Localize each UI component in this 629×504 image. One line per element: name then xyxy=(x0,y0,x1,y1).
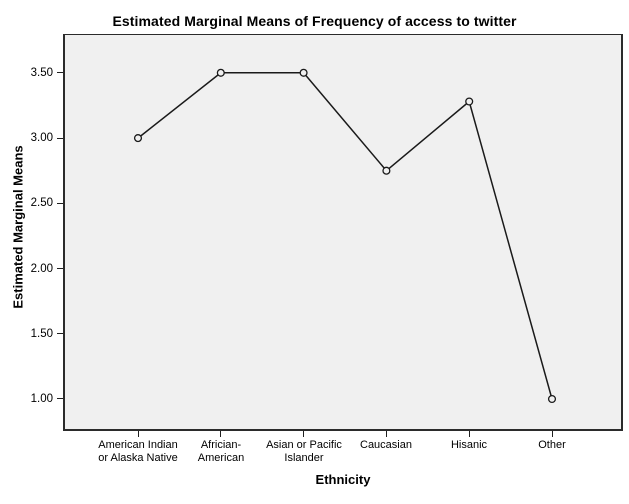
data-point-marker xyxy=(216,68,225,77)
x-tick-mark xyxy=(303,431,304,437)
data-point-marker xyxy=(547,394,557,404)
y-tick-mark xyxy=(57,398,63,399)
y-tick-label: 2.50 xyxy=(30,197,53,209)
x-tick-mark xyxy=(552,431,553,437)
y-tick-label: 3.00 xyxy=(30,132,53,144)
x-category-label: American Indian or Alaska Native xyxy=(98,439,178,464)
x-tick-mark xyxy=(469,431,470,437)
x-tick-mark xyxy=(138,431,139,437)
chart-title: Estimated Marginal Means of Frequency of… xyxy=(112,13,517,29)
x-axis-title: Ethnicity xyxy=(315,472,371,487)
y-tick-label: 3.50 xyxy=(30,67,53,79)
y-tick-label: 1.00 xyxy=(30,393,53,405)
x-category-label: Africian- American xyxy=(197,439,245,464)
x-category-label: Other xyxy=(538,439,566,451)
x-category-label: Asian or Pacific Islander xyxy=(266,439,342,464)
x-tick-mark xyxy=(220,431,221,437)
y-tick-label: 2.00 xyxy=(30,263,53,275)
y-tick-mark xyxy=(57,268,63,269)
y-tick-label: 1.50 xyxy=(30,328,53,340)
data-point-marker xyxy=(133,134,143,143)
y-tick-mark xyxy=(57,138,63,139)
plot-area xyxy=(63,34,623,431)
data-point-marker xyxy=(465,97,474,106)
y-tick-mark xyxy=(57,203,63,204)
series-svg xyxy=(133,68,557,404)
data-point-marker xyxy=(382,166,391,175)
x-tick-mark xyxy=(386,431,387,437)
y-tick-mark xyxy=(57,72,63,73)
x-category-label: Hisanic xyxy=(450,439,488,451)
y-tick-mark xyxy=(57,333,63,334)
series-line xyxy=(137,72,553,400)
x-category-label: Caucasian xyxy=(360,439,412,451)
y-axis-title: Estimated Marginal Means xyxy=(10,145,26,309)
data-point-marker xyxy=(299,68,308,77)
